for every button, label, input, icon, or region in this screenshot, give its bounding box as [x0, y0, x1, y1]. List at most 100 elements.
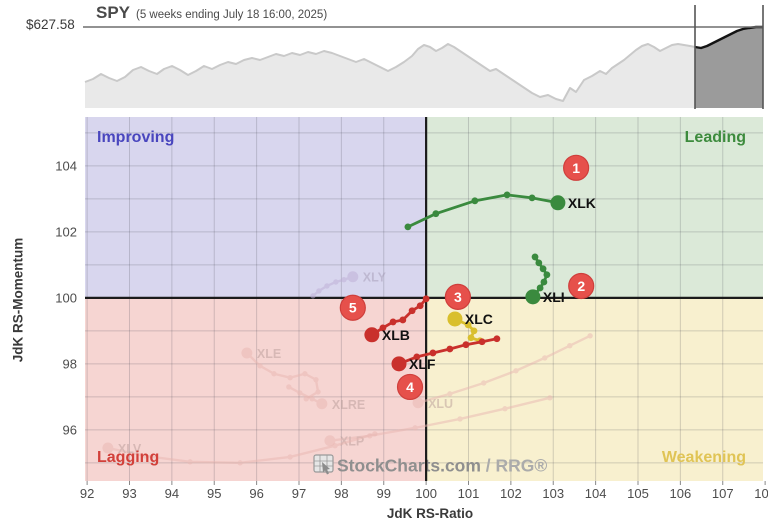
XLC-label: XLC [465, 311, 493, 327]
XLP-trail-point [502, 406, 508, 412]
XLY-label: XLY [363, 271, 387, 285]
quadrant-label-lagging: Lagging [97, 449, 160, 466]
sector-XLV: XLV [102, 431, 378, 466]
XLV-dot[interactable] [102, 442, 114, 454]
XLI-trail-point [543, 271, 551, 279]
x-axis-title: JdK RS-Ratio [386, 506, 474, 521]
XLB-trail-point [422, 295, 430, 303]
XLRE-trail-point [286, 384, 292, 390]
sector-XLI: XLI [525, 253, 565, 305]
XLF-trail-point [462, 341, 470, 349]
quadrant-leading [426, 117, 763, 298]
XLI-trail-point [540, 278, 548, 286]
x-tick-103: 103 [542, 486, 564, 501]
x-tick-95: 95 [207, 486, 221, 501]
XLP-dot[interactable] [324, 435, 336, 447]
XLE-trail-point [315, 389, 321, 395]
XLU-trail-point [542, 355, 548, 361]
XLE-trail-point [271, 371, 277, 377]
XLE-label: XLE [257, 347, 281, 361]
XLRE-trail-point [297, 390, 303, 396]
XLY-trail-point [333, 279, 339, 285]
sector-XLY: XLY [310, 271, 387, 299]
XLF-trail-point [446, 345, 454, 353]
XLF-dot[interactable] [391, 356, 407, 372]
y-axis-title: JdK RS-Momentum [10, 237, 26, 363]
XLU-trail-point [567, 342, 573, 349]
price-line [84, 26, 763, 102]
badge-4: 4 [396, 373, 424, 401]
XLK-trail [406, 193, 560, 229]
sector-XLK: XLK [404, 191, 596, 231]
badge-1-number: 1 [572, 160, 580, 176]
XLV-trail-point [187, 459, 193, 465]
XLP-trail-point [457, 416, 463, 422]
x-tick-97: 97 [292, 486, 306, 501]
XLRE-dot[interactable] [316, 398, 328, 410]
XLY-trail-point [341, 276, 347, 283]
XLF-trail-point [429, 349, 437, 357]
x-tick-102: 102 [500, 486, 522, 501]
y-tick-98: 98 [63, 356, 77, 371]
x-tick-106: 106 [670, 486, 692, 501]
badge-3-number: 3 [454, 289, 462, 305]
XLE-trail-point [257, 363, 263, 369]
XLC-trail-point [470, 327, 478, 335]
XLK-dot[interactable] [550, 195, 566, 211]
XLU-trail-point [587, 333, 593, 339]
XLB-dot[interactable] [364, 327, 380, 343]
badge-3: 3 [444, 283, 471, 310]
badge-1: 1 [563, 154, 590, 181]
spy-sparkline [83, 5, 764, 109]
XLRE-trail-point [309, 396, 315, 402]
XLC-dot[interactable] [447, 311, 463, 327]
XLP-trail-point [547, 395, 553, 401]
XLE-dot[interactable] [241, 347, 253, 359]
XLI-dot[interactable] [525, 289, 541, 305]
XLV-trail-point [237, 460, 243, 466]
sector-XLB: XLB [364, 295, 430, 343]
XLF-trail-point [413, 353, 421, 361]
XLE-trail-point [302, 371, 308, 377]
XLRE-label: XLRE [332, 398, 365, 412]
quadrant-label-leading: Leading [684, 129, 746, 146]
quadrant-weakening [426, 297, 763, 481]
XLK-label: XLK [568, 195, 596, 211]
XLB-trail-point [416, 302, 424, 310]
x-tick-108: 108 [754, 486, 768, 501]
XLV-trail-point [372, 431, 378, 437]
XLB-trail-point [399, 316, 407, 324]
XLI-trail-point [539, 265, 547, 273]
XLF-trail-point [478, 338, 486, 346]
XLI-trail-point [536, 284, 544, 292]
XLB-trail-point [389, 318, 397, 326]
badge-4-number: 4 [406, 379, 414, 395]
watermark-text: StockCharts.com / RRG® [337, 456, 547, 476]
XLE-trail-point [313, 376, 319, 383]
XLY-dot[interactable] [347, 271, 359, 283]
sector-XLU: XLU [412, 333, 593, 411]
XLK-trail-point [471, 197, 479, 205]
XLU-trail-point [513, 368, 519, 374]
XLF-label: XLF [409, 356, 436, 372]
XLI-trail-point [535, 259, 543, 267]
XLC-trail-point [467, 334, 475, 342]
XLY-trail-point [324, 283, 330, 289]
XLU-label: XLU [428, 397, 453, 411]
active-window-area [695, 27, 763, 108]
x-tick-94: 94 [165, 486, 179, 501]
x-tick-100: 100 [415, 486, 437, 501]
XLU-dot[interactable] [412, 397, 424, 409]
XLU-trail-point [481, 380, 487, 386]
XLE-trail-point [287, 375, 293, 381]
XLY-trail-point [310, 293, 316, 299]
XLY-trail-point [316, 288, 322, 294]
x-tick-98: 98 [334, 486, 348, 501]
XLK-trail-point [503, 191, 511, 199]
XLV-trail-point [287, 454, 293, 460]
symbol-title: SPY [96, 3, 131, 22]
y-tick-100: 100 [55, 290, 77, 305]
XLK-trail-point [404, 223, 412, 231]
XLV-trail-point [142, 453, 148, 459]
